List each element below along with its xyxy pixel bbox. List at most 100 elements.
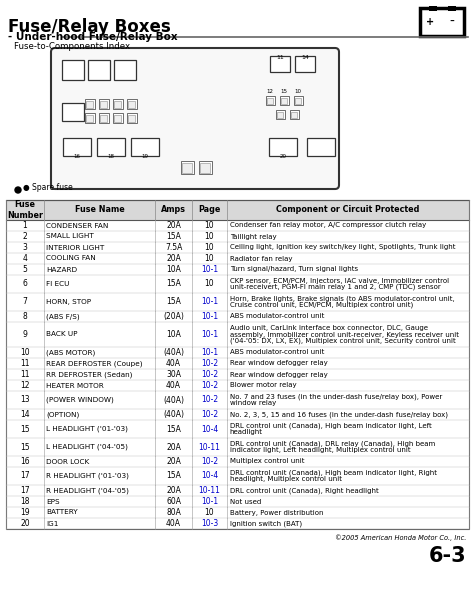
Bar [6, 496, 469, 507]
Text: 2: 2 [23, 232, 27, 241]
Text: RR DEFROSTER (Sedan): RR DEFROSTER (Sedan) [46, 371, 132, 378]
Text: 60A: 60A [166, 497, 181, 506]
Text: unit-receivert, PGM-FI main relay 1 and 2, CMP (TDC) sensor: unit-receivert, PGM-FI main relay 1 and … [230, 284, 441, 291]
Text: 15A: 15A [166, 424, 181, 433]
Bar [63, 138, 91, 156]
Bar [290, 110, 299, 119]
Bar [295, 97, 301, 104]
Bar [199, 161, 212, 174]
Text: 16: 16 [73, 154, 81, 159]
Bar [280, 96, 289, 105]
Text: Battery, Power distribution: Battery, Power distribution [230, 509, 323, 516]
Bar [295, 56, 315, 72]
Bar [269, 138, 297, 156]
Text: 15A: 15A [166, 471, 181, 481]
Text: 10-3: 10-3 [201, 519, 218, 528]
Text: R HEADLIGHT ('04-'05): R HEADLIGHT ('04-'05) [46, 487, 129, 493]
Text: headlight: headlight [230, 429, 263, 435]
Text: Ceiling light, Ignition key switch/key light, Spotlights, Trunk light: Ceiling light, Ignition key switch/key l… [230, 245, 456, 251]
Text: 10-2: 10-2 [201, 395, 218, 405]
Text: 11: 11 [20, 359, 30, 368]
Bar [6, 438, 469, 456]
Text: 1: 1 [23, 221, 27, 230]
Text: DOOR LOCK: DOOR LOCK [46, 459, 89, 465]
Text: COOLING FAN: COOLING FAN [46, 256, 96, 262]
Bar [100, 115, 108, 121]
Text: DRL control unit (Canada), High beam indicator light, Left: DRL control unit (Canada), High beam ind… [230, 422, 432, 429]
Bar [6, 456, 469, 467]
Text: 20A: 20A [166, 457, 181, 466]
Text: FI ECU: FI ECU [46, 281, 69, 287]
Bar [113, 113, 123, 123]
Text: 5: 5 [23, 265, 27, 274]
Text: BATTERY: BATTERY [46, 509, 78, 516]
Text: 17: 17 [20, 486, 30, 495]
Text: 10-2: 10-2 [201, 359, 218, 368]
Bar [6, 220, 469, 231]
Text: 18: 18 [20, 497, 30, 506]
Text: 20A: 20A [166, 221, 181, 230]
Bar [115, 101, 121, 107]
Text: 20: 20 [280, 154, 286, 159]
Text: Turn signal/hazard, Turn signal lights: Turn signal/hazard, Turn signal lights [230, 267, 358, 273]
Text: 15A: 15A [166, 232, 181, 241]
Text: Rear window defogger relay: Rear window defogger relay [230, 371, 328, 378]
Text: Cruise control unit, ECM/PCM, Multiplex control unit): Cruise control unit, ECM/PCM, Multiplex … [230, 302, 413, 308]
Bar [276, 110, 285, 119]
Text: 10: 10 [205, 243, 214, 252]
Text: 10: 10 [294, 89, 301, 94]
Bar [266, 96, 275, 105]
Bar [6, 200, 469, 220]
Text: L HEADLIGHT ('04-'05): L HEADLIGHT ('04-'05) [46, 444, 128, 451]
Text: Fuse-to-Components Index: Fuse-to-Components Index [14, 42, 130, 51]
Text: 10-11: 10-11 [199, 486, 220, 495]
Bar [294, 96, 303, 105]
Text: indicator light, Left headlight, Multiplex control unit: indicator light, Left headlight, Multipl… [230, 447, 410, 453]
Text: 12: 12 [20, 381, 30, 390]
Text: HEATER MOTOR: HEATER MOTOR [46, 383, 104, 389]
Text: Fuse
Number: Fuse Number [7, 200, 43, 219]
Bar [282, 97, 288, 104]
Text: 80A: 80A [166, 508, 181, 517]
Text: window relay: window relay [230, 400, 276, 406]
Bar [201, 162, 210, 172]
Text: (ABS F/S): (ABS F/S) [46, 313, 80, 320]
Text: 10A: 10A [166, 265, 181, 274]
Text: 15: 15 [20, 424, 30, 433]
Text: HAZARD: HAZARD [46, 267, 77, 273]
Bar [99, 99, 109, 109]
Text: 15A: 15A [166, 280, 181, 289]
Text: 10A: 10A [166, 330, 181, 339]
Bar [85, 99, 95, 109]
Text: DRL control unit (Canada), DRL relay (Canada), High beam: DRL control unit (Canada), DRL relay (Ca… [230, 441, 435, 447]
Text: DRL control unit (Canada), High beam indicator light, Right: DRL control unit (Canada), High beam ind… [230, 470, 437, 476]
Text: 40A: 40A [166, 381, 181, 390]
Text: 10-2: 10-2 [201, 457, 218, 466]
Text: 15: 15 [20, 443, 30, 452]
Text: 10-2: 10-2 [201, 410, 218, 419]
Text: +: + [426, 17, 434, 27]
Text: Condenser fan relay motor, A/C compressor clutch relay: Condenser fan relay motor, A/C compresso… [230, 223, 426, 229]
Text: Rear window defogger relay: Rear window defogger relay [230, 360, 328, 367]
Bar [6, 485, 469, 496]
Text: 10-1: 10-1 [201, 330, 218, 339]
Bar [6, 467, 469, 485]
Bar [292, 112, 298, 118]
Text: 10-2: 10-2 [201, 370, 218, 379]
Text: EPS: EPS [46, 498, 60, 504]
Bar [127, 113, 137, 123]
Bar [6, 275, 469, 293]
Text: 19: 19 [142, 154, 148, 159]
Text: Blower motor relay: Blower motor relay [230, 383, 296, 389]
Bar [182, 162, 192, 172]
Text: Horn, Brake lights, Brake signals (to ABS modulator-control unit,: Horn, Brake lights, Brake signals (to AB… [230, 295, 455, 302]
Text: (OPTION): (OPTION) [46, 411, 79, 417]
Text: CKP sensor, ECM/PCM, Injectors, IAC valve, Immobilizer control: CKP sensor, ECM/PCM, Injectors, IAC valv… [230, 278, 449, 284]
Bar [270, 56, 290, 72]
Text: 30A: 30A [166, 370, 181, 379]
Text: (40A): (40A) [163, 348, 184, 357]
Bar [6, 264, 469, 275]
Bar [448, 6, 456, 11]
Text: 20: 20 [20, 519, 30, 528]
Text: 10-4: 10-4 [201, 424, 218, 433]
